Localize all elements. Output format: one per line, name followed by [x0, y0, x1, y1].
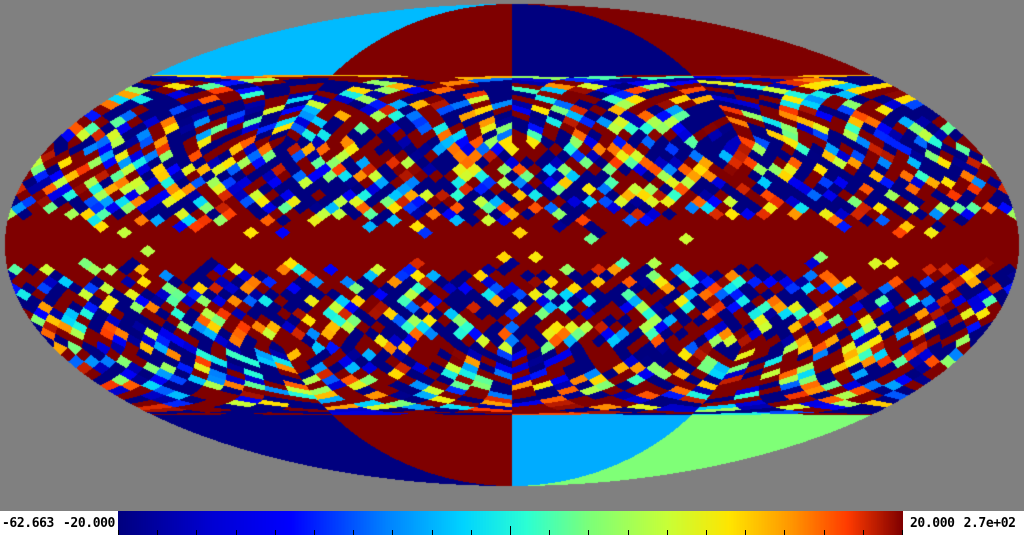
colorbar-left-labels: -62.663 -20.000 — [0, 511, 118, 535]
colorbar-right-labels: 20.000 2.7e+02 — [903, 511, 1024, 535]
colorbar-gradient — [118, 511, 903, 535]
healpix-mollweide-map — [0, 0, 1024, 492]
colorbar-range-min-label: -20.000 — [63, 515, 115, 531]
colorbar-data-max-label: 2.7e+02 — [963, 515, 1016, 531]
colorbar-scale — [118, 511, 903, 535]
sky-map-area — [0, 0, 1024, 492]
colorbar-data-min-label: -62.663 — [2, 515, 54, 531]
colorbar: -62.663 -20.000 20.000 2.7e+02 — [0, 511, 1024, 535]
colorbar-range-max-label: 20.000 — [910, 515, 955, 531]
